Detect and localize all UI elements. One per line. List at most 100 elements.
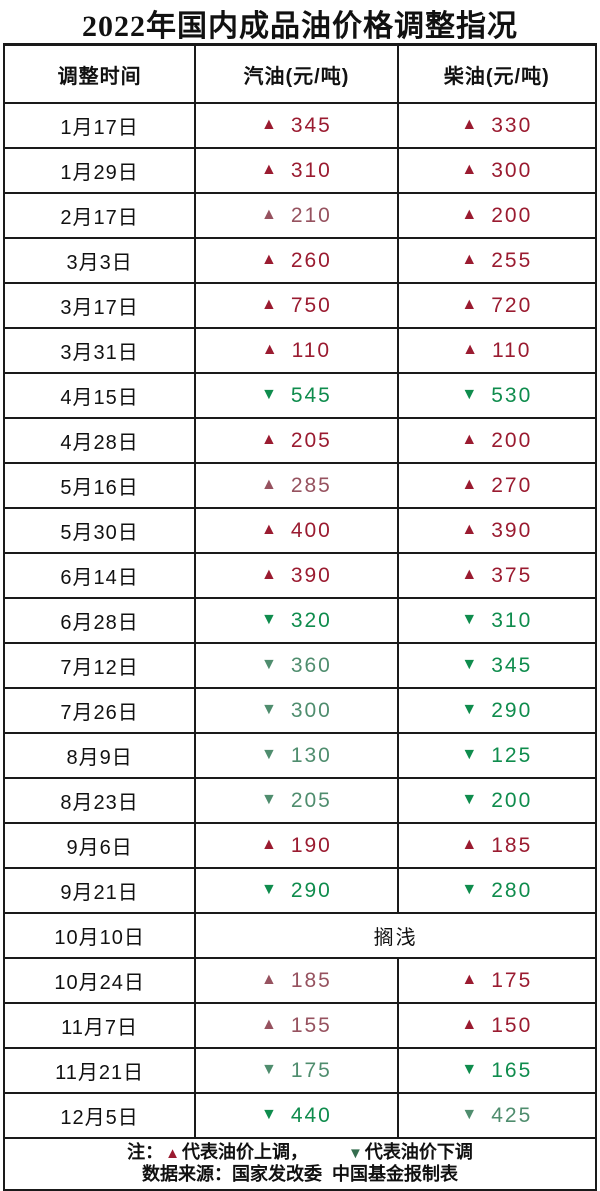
down-triangle-icon: ▼ — [260, 386, 277, 403]
adjustment-value: 545 — [290, 384, 332, 407]
diesel-cell: ▲ 150 — [396, 1002, 598, 1049]
table-row: 9月21日 ▼ 290 ▼ 280 — [2, 867, 598, 914]
date-cell: 2月17日 — [2, 192, 197, 239]
up-triangle-icon: ▲ — [260, 476, 277, 493]
footer-row: 注： ▲ 代表油价上调， ▼ 代表油价下调 数据来源：国家发改委 中国基金报制表 — [3, 1137, 597, 1191]
gasoline-cell: ▲ 400 — [194, 507, 399, 554]
up-triangle-icon: ▲ — [260, 566, 277, 583]
down-triangle-icon: ▼ — [260, 1106, 277, 1123]
date-cell: 5月30日 — [2, 507, 197, 554]
down-triangle-icon: ▼ — [260, 1061, 277, 1078]
up-triangle-icon: ▲ — [165, 1145, 180, 1162]
date-cell: 4月15日 — [2, 372, 197, 419]
adjustment-value: 720 — [491, 294, 533, 317]
down-triangle-icon: ▼ — [260, 701, 277, 718]
gasoline-cell: ▲ 110 — [194, 327, 399, 374]
up-triangle-icon: ▲ — [261, 341, 278, 358]
diesel-cell: ▲ 330 — [396, 102, 598, 149]
gasoline-cell: ▼ 300 — [194, 687, 399, 734]
table-row: 5月30日 ▲ 400 ▲ 390 — [2, 507, 598, 554]
diesel-cell: ▲ 300 — [396, 147, 598, 194]
adjustment-value: 185 — [290, 969, 332, 992]
table-row: 7月12日 ▼ 360 ▼ 345 — [2, 642, 598, 689]
table-row: 6月14日 ▲ 390 ▲ 375 — [2, 552, 598, 599]
up-triangle-icon: ▲ — [461, 476, 478, 493]
adjustment-value: 390 — [491, 519, 533, 542]
table-row: 7月26日 ▼ 300 ▼ 290 — [2, 687, 598, 734]
diesel-cell: ▼ 125 — [396, 732, 598, 779]
adjustment-value: 185 — [491, 834, 533, 857]
up-triangle-icon: ▲ — [461, 971, 478, 988]
up-triangle-icon: ▲ — [461, 1016, 478, 1033]
date-cell: 6月28日 — [2, 597, 197, 644]
merged-note-cell: 搁浅 — [194, 912, 597, 959]
page-title: 2022年国内成品油价格调整指况 — [82, 9, 518, 43]
up-triangle-icon: ▲ — [260, 161, 277, 178]
gasoline-cell: ▲ 155 — [194, 1002, 399, 1049]
table-row: 2月17日 ▲ 210 ▲ 200 — [2, 192, 598, 239]
table-row: 1月17日 ▲ 345 ▲ 330 — [2, 102, 598, 149]
up-triangle-icon: ▲ — [461, 521, 478, 538]
down-triangle-icon: ▼ — [461, 701, 478, 718]
adjustment-value: 400 — [290, 519, 332, 542]
adjustment-value: 280 — [491, 879, 533, 902]
adjustment-value: 290 — [491, 699, 533, 722]
gasoline-cell: ▼ 130 — [194, 732, 399, 779]
adjustment-value: 290 — [290, 879, 332, 902]
gasoline-cell: ▼ 290 — [194, 867, 399, 914]
diesel-cell: ▼ 165 — [396, 1047, 598, 1094]
down-triangle-icon: ▼ — [260, 656, 277, 673]
diesel-cell: ▲ 175 — [396, 957, 598, 1004]
date-cell: 8月9日 — [2, 732, 197, 779]
table-row: 3月17日 ▲ 750 ▲ 720 — [2, 282, 598, 329]
table-row: 11月7日 ▲ 155 ▲ 150 — [2, 1002, 598, 1049]
gasoline-cell: ▼ 545 — [194, 372, 399, 419]
up-triangle-icon: ▲ — [260, 971, 277, 988]
adjustment-value: 150 — [491, 1014, 533, 1037]
diesel-cell: ▲ 720 — [396, 282, 598, 329]
adjustment-value: 425 — [491, 1104, 533, 1127]
up-triangle-icon: ▲ — [461, 161, 478, 178]
table-row: 10月10日 搁浅 — [2, 912, 597, 959]
gasoline-cell: ▲ 310 — [194, 147, 399, 194]
table-row: 8月9日 ▼ 130 ▼ 125 — [2, 732, 598, 779]
diesel-cell: ▲ 390 — [396, 507, 598, 554]
date-cell: 8月23日 — [2, 777, 197, 824]
adjustment-value: 200 — [491, 789, 533, 812]
diesel-cell: ▼ 280 — [396, 867, 598, 914]
diesel-cell: ▼ 345 — [396, 642, 598, 689]
diesel-cell: ▼ 200 — [396, 777, 598, 824]
up-triangle-icon: ▲ — [260, 296, 277, 313]
diesel-cell: ▲ 200 — [396, 192, 598, 239]
adjustment-value: 255 — [491, 249, 533, 272]
adjustment-value: 360 — [290, 654, 332, 677]
adjustment-value: 190 — [290, 834, 332, 857]
up-legend-text: 代表油价上调， — [182, 1142, 308, 1162]
gasoline-cell: ▼ 360 — [194, 642, 399, 689]
diesel-cell: ▲ 185 — [396, 822, 598, 869]
down-triangle-icon: ▼ — [461, 611, 478, 628]
adjustment-value: 110 — [291, 339, 332, 362]
adjustment-value: 200 — [491, 429, 533, 452]
header-row: 调整时间 汽油(元/吨) 柴油(元/吨) — [2, 43, 598, 104]
down-triangle-icon: ▼ — [260, 746, 277, 763]
up-triangle-icon: ▲ — [260, 1016, 277, 1033]
adjustment-value: 320 — [290, 609, 332, 632]
up-triangle-icon: ▲ — [461, 116, 478, 133]
date-cell: 11月7日 — [2, 1002, 197, 1049]
gasoline-cell: ▼ 320 — [194, 597, 399, 644]
up-triangle-icon: ▲ — [260, 431, 277, 448]
diesel-cell: ▼ 425 — [396, 1092, 598, 1139]
table-row: 8月23日 ▼ 205 ▼ 200 — [2, 777, 598, 824]
col-header-gasoline: 汽油(元/吨) — [194, 43, 399, 104]
diesel-cell: ▼ 530 — [396, 372, 598, 419]
adjustment-value: 310 — [491, 609, 533, 632]
adjustment-value: 110 — [492, 339, 532, 362]
diesel-cell: ▼ 290 — [396, 687, 598, 734]
down-triangle-icon: ▼ — [260, 881, 277, 898]
adjustment-value: 750 — [290, 294, 332, 317]
date-cell: 10月10日 — [2, 912, 197, 959]
adjustment-value: 390 — [290, 564, 332, 587]
date-cell: 11月21日 — [2, 1047, 197, 1094]
up-triangle-icon: ▲ — [462, 341, 478, 358]
